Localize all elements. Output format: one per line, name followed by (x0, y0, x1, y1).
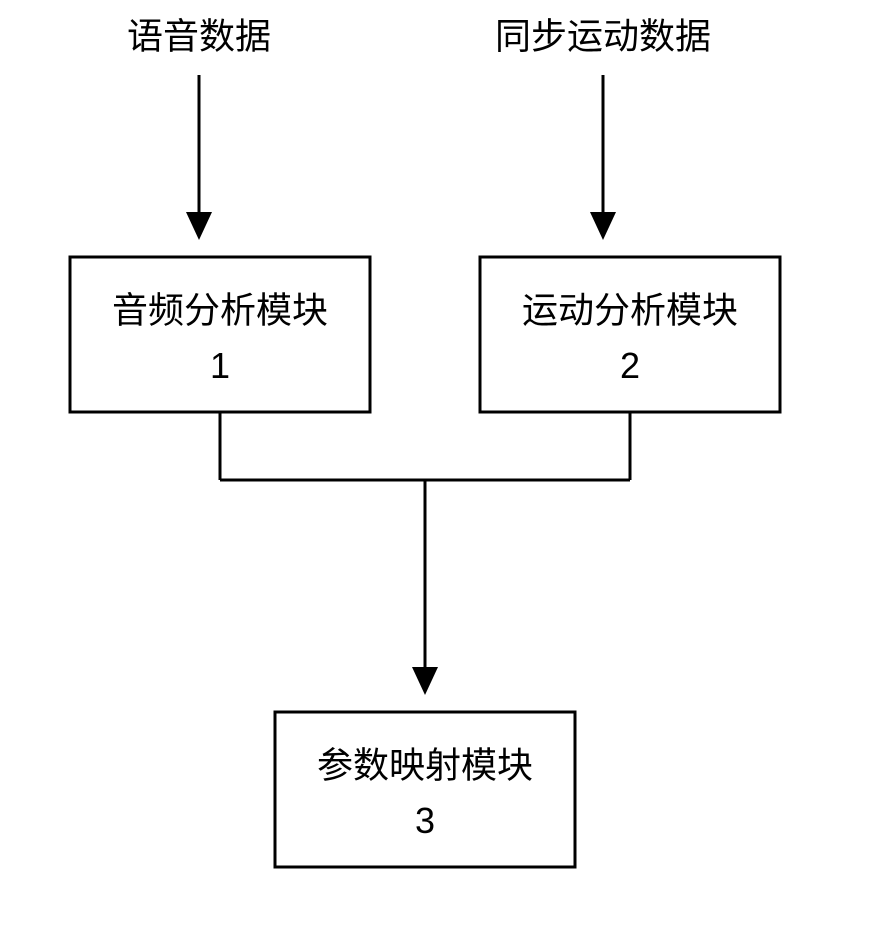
node-audio-analysis-box (70, 257, 370, 412)
node-param-mapping-title: 参数映射模块 (317, 744, 533, 785)
input-voice-label: 语音数据 (127, 16, 271, 57)
flowchart-canvas: 语音数据 同步运动数据音频分析模块 1 运动分析模块 2 参数映射模块 3 (0, 0, 872, 936)
arrow-head (590, 212, 616, 240)
arrow-head (412, 667, 438, 695)
input-motion-label: 同步运动数据 (495, 16, 711, 57)
node-motion-analysis-title: 运动分析模块 (522, 289, 738, 330)
node-param-mapping-number: 3 (415, 800, 435, 841)
node-motion-analysis-box (480, 257, 780, 412)
node-audio-analysis: 音频分析模块 1 (70, 257, 370, 412)
node-motion-analysis-number: 2 (620, 345, 640, 386)
node-motion-analysis: 运动分析模块 2 (480, 257, 780, 412)
node-audio-analysis-number: 1 (210, 345, 230, 386)
arrow-head (186, 212, 212, 240)
node-param-mapping: 参数映射模块 3 (275, 712, 575, 867)
node-param-mapping-box (275, 712, 575, 867)
node-audio-analysis-title: 音频分析模块 (112, 289, 328, 330)
